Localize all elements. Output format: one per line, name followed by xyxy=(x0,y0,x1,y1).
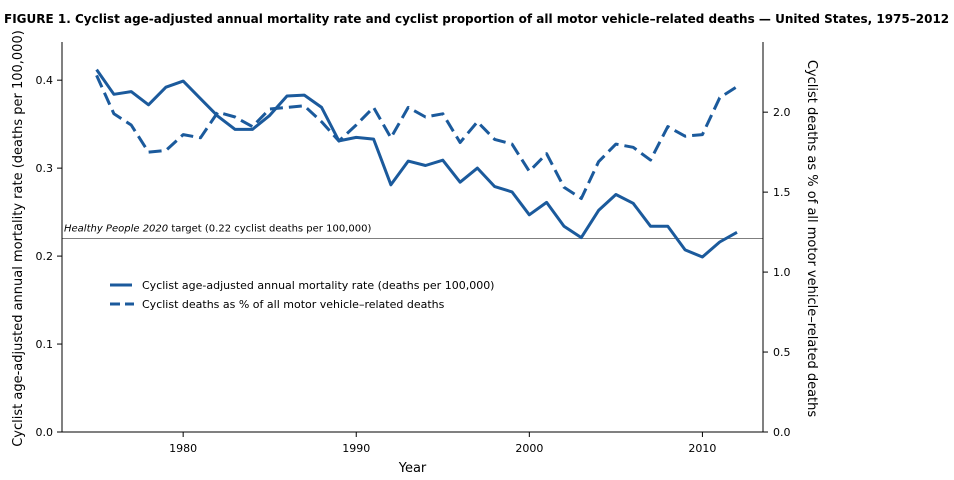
y-right-tick-label: 1.0 xyxy=(773,266,791,279)
axes: 1980 1990 2000 2010 0.0 0.1 0.2 0.3 0.4 0.0 0.5 1… xyxy=(36,42,791,455)
legend: Cyclist age-adjusted annual mortality ra… xyxy=(110,279,494,311)
series-line-percent-of-deaths xyxy=(95,74,738,200)
y-left-tick-label: 0.3 xyxy=(36,162,54,175)
y-left-axis-title: Cyclist age-adjusted annual mortality ra… xyxy=(11,30,26,447)
y-left-ticks: 0.0 0.1 0.2 0.3 0.4 xyxy=(36,74,62,439)
x-tick-label: 2010 xyxy=(688,442,716,455)
y-right-tick-label: 1.5 xyxy=(773,186,791,199)
y-right-tick-label: 0.5 xyxy=(773,346,791,359)
series-group xyxy=(95,68,738,259)
x-ticks: 1980 1990 2000 2010 xyxy=(169,432,716,455)
x-axis-title: Year xyxy=(398,461,427,476)
y-left-tick-label: 0.1 xyxy=(36,338,54,351)
reference-line-label-rest: target (0.22 cyclist deaths per 100,000) xyxy=(168,224,371,235)
y-left-tick-label: 0.2 xyxy=(36,250,54,263)
legend-label-percent-of-deaths: Cyclist deaths as % of all motor vehicle… xyxy=(142,298,445,311)
x-tick-label: 2000 xyxy=(515,442,543,455)
x-tick-label: 1990 xyxy=(342,442,370,455)
reference-line-label: Healthy People 2020 target (0.22 cyclist… xyxy=(64,224,371,235)
y-right-ticks: 0.0 0.5 1.0 1.5 2.0 xyxy=(763,106,791,439)
x-tick-label: 1980 xyxy=(169,442,197,455)
y-right-tick-label: 0.0 xyxy=(773,426,791,439)
reference-line-group: Healthy People 2020 target (0.22 cyclist… xyxy=(62,224,763,239)
figure-title: FIGURE 1. Cyclist age-adjusted annual mo… xyxy=(4,12,949,26)
reference-line-label-italic: Healthy People 2020 xyxy=(64,224,168,235)
y-left-tick-label: 0.0 xyxy=(36,426,54,439)
series-line-mortality-rate xyxy=(95,68,738,259)
y-left-tick-label: 0.4 xyxy=(36,74,54,87)
y-right-tick-label: 2.0 xyxy=(773,106,791,119)
y-right-axis-title: Cyclist deaths as % of all motor vehicle… xyxy=(804,60,819,418)
legend-label-mortality-rate: Cyclist age-adjusted annual mortality ra… xyxy=(142,279,494,292)
